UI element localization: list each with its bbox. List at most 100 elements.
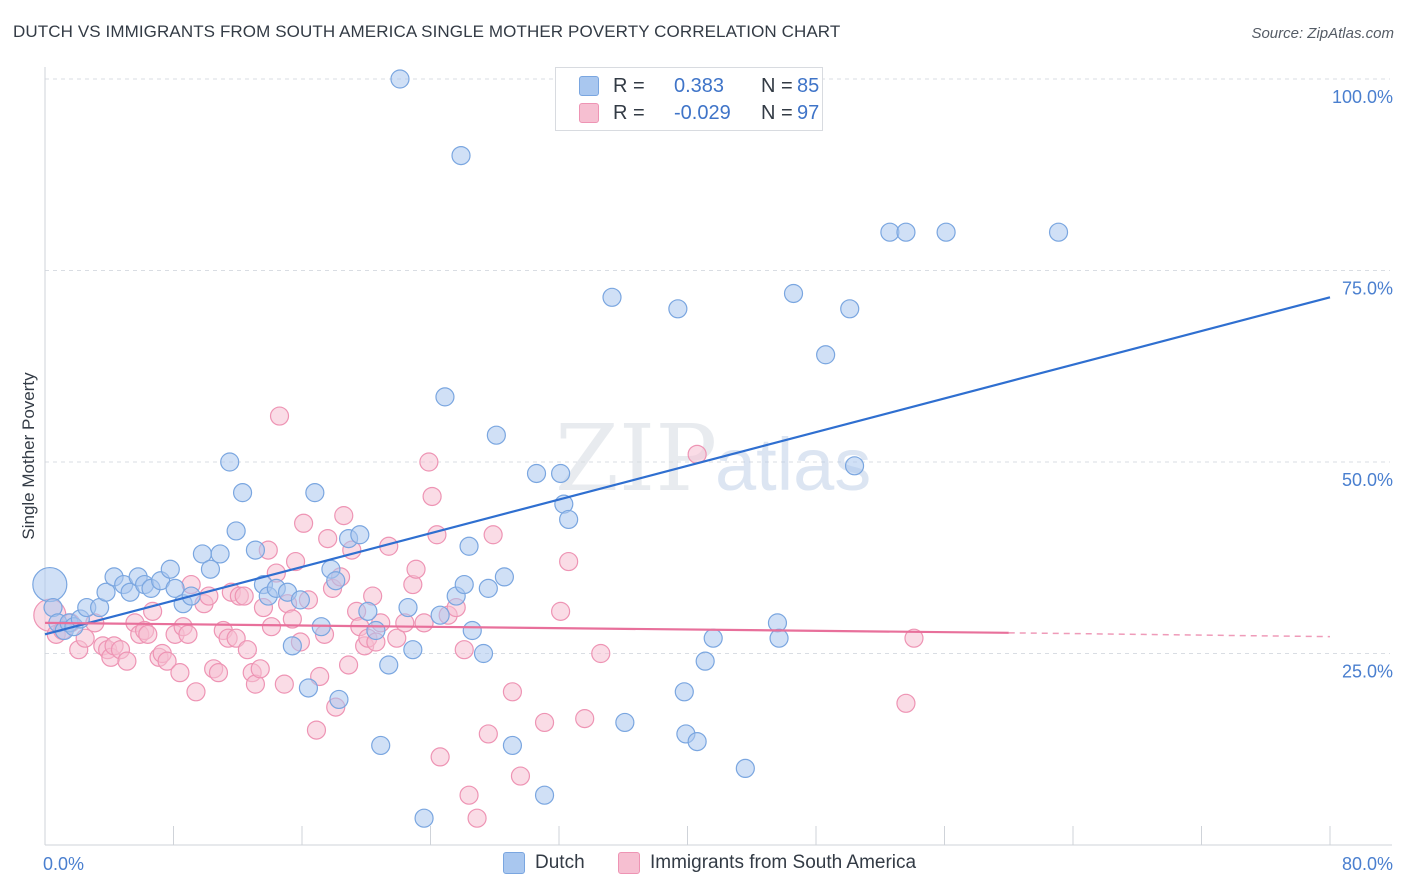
immigrants-point [559,551,579,572]
dutch-point [282,636,302,656]
dutch-point [371,735,391,756]
dutch-point [350,525,370,545]
dutch-point [298,678,319,698]
series-dutch-points [32,69,1069,828]
dutch-point [783,283,804,304]
dutch-point [96,582,116,602]
dutch-point [668,299,688,319]
dutch-point [232,483,253,503]
immigrants-point [282,609,302,629]
source-label: Source: ZipAtlas.com [1251,25,1394,42]
legend-n-value: 85 [797,74,820,97]
dutch-point [32,566,68,603]
dutch-point [735,758,755,779]
immigrants-point [896,693,916,713]
legend-item-dutch[interactable]: Dutch [503,852,585,874]
y-tick-label: 25.0% [1342,662,1393,682]
legend-swatch-immigrants [579,103,599,123]
immigrants-point [414,613,434,633]
dutch-point [430,605,450,625]
dutch-point [816,345,836,365]
legend-item-immigrants[interactable]: Immigrants from South America [618,852,916,874]
dutch-point [936,222,956,242]
legend-label-immigrants: Immigrants from South America [650,852,917,873]
dutch-point [494,567,514,587]
legend-r-value: -0.029 [674,101,731,124]
dutch-point [379,655,399,675]
dutch-point [896,222,916,242]
chart-title: DUTCH VS IMMIGRANTS FROM SOUTH AMERICA S… [13,22,841,41]
immigrants-point [478,724,498,744]
immigrants-point [261,617,282,637]
correlation-legend: R = 0.383 N = 85 R = -0.029 N = 97 [555,67,823,131]
dutch-point [502,735,523,756]
dutch-point [459,536,479,556]
immigrants-point [274,674,294,694]
immigrants-point [170,663,190,683]
immigrants-point [454,640,474,660]
dutch-point [880,222,900,242]
dutch-point [1048,222,1069,242]
dutch-point [326,571,346,591]
dutch-point [602,287,622,307]
dutch-point [398,597,418,618]
dutch-point [305,483,325,503]
axis-labels: 25.0% 50.0% 75.0% 100.0% 0.0% 80.0% Single Mot… [19,87,1393,874]
axis-layer [44,67,1392,846]
immigrants-point [75,628,95,648]
dutch-point [559,509,579,530]
dutch-trend-line [44,296,1331,636]
immigrants-point [510,766,531,786]
immigrants-point [178,624,198,644]
immigrants-point [334,506,354,526]
immigrants-point [575,709,595,729]
immigrants-point [591,643,611,664]
x-tick-label: 0.0% [43,854,84,874]
immigrants-point [186,682,206,702]
immigrants-point [483,525,503,545]
dutch-point [451,146,471,166]
immigrants-point [419,452,439,472]
immigrants-point [502,682,523,702]
dutch-point [435,387,455,407]
dutch-point [551,463,571,484]
trend-lines [44,296,1331,638]
y-axis-label: Single Mother Poverty [19,372,38,540]
dutch-point [674,682,694,702]
immigrants-point [406,559,426,579]
dutch-point [210,544,230,564]
immigrants-point [138,624,158,644]
dutch-point [200,559,221,579]
immigrants-point [208,663,229,683]
immigrants-point [430,747,450,767]
dutch-point [615,712,635,733]
immigrants-point [551,601,571,621]
dutch-point [769,628,789,648]
legend-swatch-dutch [579,76,599,96]
immigrants-point [427,525,447,545]
dutch-point [403,640,423,660]
immigrants-point [534,712,555,733]
legend-r-label: R = [613,74,645,97]
legend-n-label: N = [761,101,793,124]
immigrants-trend-line [44,621,1009,634]
immigrants-point [310,666,330,687]
y-tick-label: 75.0% [1342,279,1393,299]
dutch-point [473,643,494,664]
immigrants-point [338,655,359,675]
immigrants-point [226,628,246,648]
dutch-point [695,651,715,671]
x-tick-label: 80.0% [1342,854,1393,874]
dutch-point [165,578,185,598]
legend-n-label: N = [761,74,793,97]
immigrants-point [467,808,487,828]
dutch-point [366,620,386,641]
dutch-point [390,69,410,89]
legend-swatch-immigrants [618,852,640,874]
dutch-point [703,628,723,648]
dutch-point [220,452,240,472]
dutch-point [534,785,555,805]
dutch-point [526,463,547,484]
immigrants-point [459,785,479,805]
